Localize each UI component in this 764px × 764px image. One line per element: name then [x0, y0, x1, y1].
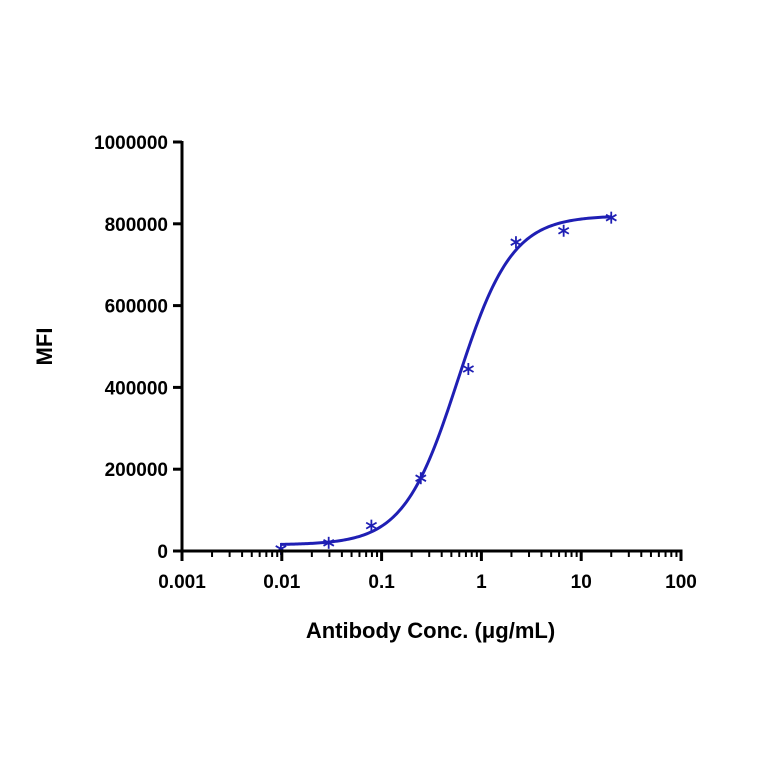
- y-tick-label: 0: [157, 542, 168, 563]
- data-point: [415, 472, 427, 485]
- data-point: [605, 211, 617, 224]
- y-tick-label: 600000: [105, 297, 168, 318]
- data-point: [323, 536, 335, 549]
- y-ticks: 0 200000 400000 600000 800000 1000000: [94, 133, 182, 563]
- y-tick-label: 1000000: [94, 133, 168, 154]
- data-markers: [275, 211, 617, 555]
- x-axis: 0.001 0.01 0.1 1 10 100: [158, 549, 697, 593]
- x-tick-label: 0.1: [368, 572, 395, 593]
- y-tick-label: 800000: [105, 215, 168, 236]
- plot-area: [275, 211, 617, 555]
- y-axis-title: MFI: [32, 328, 57, 366]
- x-tick-label: 0.01: [263, 572, 300, 593]
- data-point: [462, 362, 474, 375]
- fit-curve: [280, 215, 612, 546]
- x-tick-label: 0.001: [158, 572, 206, 593]
- y-tick-label: 200000: [105, 460, 168, 481]
- y-axis: 0 200000 400000 600000 800000 1000000: [94, 133, 184, 563]
- x-tick-label: 100: [665, 572, 697, 593]
- data-point: [558, 224, 570, 237]
- data-point: [510, 236, 522, 249]
- x-ticks: 0.001 0.01 0.1 1 10 100: [158, 551, 697, 593]
- y-tick-label: 400000: [105, 378, 168, 399]
- x-tick-label: 10: [571, 572, 592, 593]
- data-point: [365, 519, 378, 532]
- x-axis-title: Antibody Conc. (μg/mL): [306, 618, 555, 643]
- x-tick-label: 1: [476, 572, 487, 593]
